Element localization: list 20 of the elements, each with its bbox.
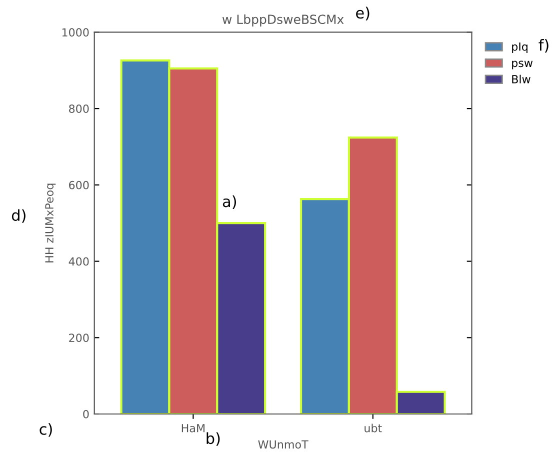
text: c) [40,423,52,437]
legend-label: pIq [512,42,528,53]
y-tick-label: 200 [69,334,89,342]
x-tick-label: HaM [182,424,204,432]
annotation: a) [222,195,236,210]
legend-label: psw [512,60,533,70]
text: f) [538,38,548,53]
x-axis-title: WUnmoT [258,440,308,449]
y-tick-label: 0 [83,410,89,418]
y-axis-title: HH zIUMxPeoq [45,184,56,262]
y-tick-label: 1000 [62,28,89,37]
x-tick-label: ubt [364,424,382,432]
y-tick-label: 600 [69,180,89,190]
legend-label: Blw [512,74,530,84]
chart-title: w LbppDsweBSCMx [222,14,344,26]
y-tick-label: 400 [68,257,89,266]
text: e) [356,6,370,20]
text: b) [206,432,220,446]
text: d) [12,209,26,223]
y-tick-label: 800 [69,104,89,113]
